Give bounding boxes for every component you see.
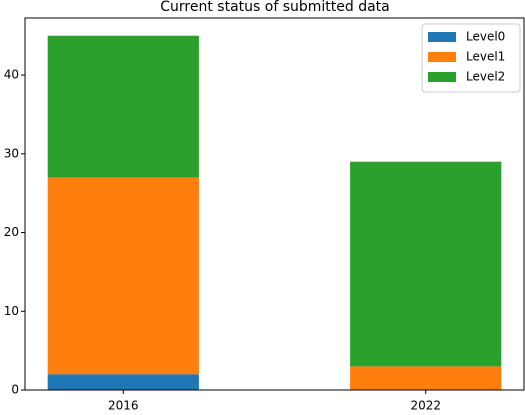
bar-segment	[47, 177, 199, 375]
bar-segment	[47, 374, 199, 390]
legend-label: Level1	[466, 50, 505, 64]
legend-swatch	[428, 72, 456, 82]
y-tick-label: 20	[4, 225, 19, 239]
chart-title: Current status of submitted data	[160, 0, 390, 15]
x-tick-label: 2016	[108, 399, 139, 412]
y-tick-label: 0	[11, 383, 19, 397]
plot-frame	[24, 17, 525, 391]
legend-label: Level2	[466, 70, 505, 84]
y-tick-label: 10	[4, 304, 19, 318]
bar-segment	[350, 366, 502, 390]
y-tick-label: 40	[4, 68, 19, 82]
y-tick-label: 30	[4, 146, 19, 160]
legend-label: Level0	[466, 30, 505, 44]
bar-segment	[47, 35, 199, 178]
legend-swatch	[428, 52, 456, 62]
x-tick-label: 2022	[410, 399, 441, 412]
legend-swatch	[428, 32, 456, 42]
bar-segment	[350, 161, 502, 367]
